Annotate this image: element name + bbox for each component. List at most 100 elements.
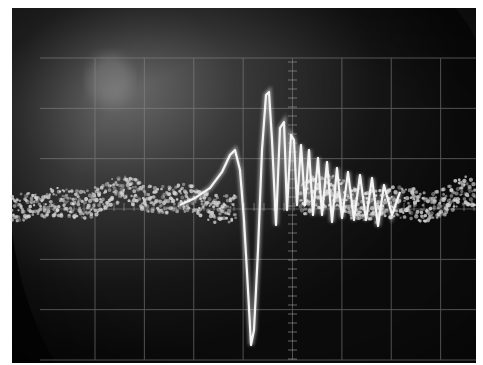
noise-dot — [49, 200, 53, 204]
noise-dot — [157, 208, 161, 212]
noise-dot — [455, 186, 461, 192]
noise-dot — [431, 216, 435, 219]
noise-dot — [170, 206, 174, 210]
noise-dot — [213, 220, 217, 224]
noise-dot — [119, 187, 123, 192]
noise-dot — [58, 190, 62, 193]
noise-dot — [25, 199, 30, 205]
noise-dot — [452, 205, 456, 208]
noise-dot — [458, 180, 463, 185]
noise-dot — [118, 183, 122, 188]
noise-dot — [63, 200, 68, 205]
noise-dot — [417, 194, 421, 199]
noise-dot — [93, 186, 97, 189]
noise-dot — [184, 191, 189, 195]
noise-dot — [12, 213, 15, 216]
noise-dot — [86, 203, 91, 208]
noise-dot — [34, 198, 39, 204]
noise-dot — [75, 214, 79, 218]
noise-dot — [133, 177, 138, 182]
noise-dot — [232, 213, 236, 217]
noise-dot — [192, 208, 196, 212]
noise-dot — [181, 182, 186, 187]
noise-dot — [67, 190, 71, 193]
noise-dot — [459, 193, 462, 197]
noise-dot — [12, 204, 17, 208]
noise-dot — [358, 213, 362, 217]
noise-dot — [63, 194, 68, 199]
noise-dot — [112, 183, 115, 186]
noise-dot — [415, 209, 420, 214]
noise-dot — [101, 203, 105, 206]
noise-dot — [414, 190, 418, 194]
noise-dot — [225, 216, 228, 220]
noise-dot — [161, 184, 165, 189]
noise-dot — [111, 178, 114, 180]
noise-dot — [130, 200, 133, 203]
noise-dot — [141, 184, 145, 189]
noise-dot — [196, 211, 200, 215]
noise-dot — [114, 181, 118, 184]
noise-dot — [140, 205, 144, 209]
noise-dot — [14, 200, 18, 204]
noise-dot — [82, 200, 87, 205]
noise-dot — [299, 208, 305, 213]
noise-dot — [408, 211, 412, 215]
noise-dot — [22, 219, 25, 222]
noise-dot — [33, 200, 36, 203]
noise-dot — [414, 214, 419, 219]
noise-dot — [471, 181, 476, 187]
noise-dot — [234, 213, 238, 217]
noise-dot — [59, 213, 64, 218]
noise-dot — [21, 209, 26, 214]
noise-dot — [55, 208, 60, 212]
noise-dot — [391, 185, 395, 190]
noise-dot — [104, 190, 108, 194]
noise-dot — [210, 210, 214, 215]
noise-dot — [52, 207, 56, 211]
noise-dot — [36, 212, 40, 215]
noise-dot — [129, 181, 134, 186]
noise-dot — [21, 217, 26, 221]
noise-dot — [197, 209, 201, 213]
noise-dot — [228, 199, 232, 203]
noise-dot — [39, 205, 42, 208]
noise-dot — [127, 199, 131, 203]
noise-dot — [48, 203, 54, 208]
noise-dot — [412, 197, 416, 201]
noise-dot — [413, 198, 417, 201]
noise-dot — [462, 178, 467, 183]
noise-dot — [304, 211, 308, 216]
noise-dot — [434, 199, 438, 202]
noise-dot — [395, 212, 399, 216]
noise-dot — [115, 183, 119, 187]
noise-dot — [160, 195, 165, 200]
noise-dot — [32, 204, 36, 207]
noise-dot — [196, 209, 200, 212]
noise-dot — [432, 199, 437, 204]
noise-dot — [419, 210, 424, 215]
noise-dot — [405, 196, 410, 201]
noise-dot — [96, 210, 99, 213]
noise-dot — [200, 200, 204, 203]
noise-dot — [447, 184, 451, 188]
noise-dot — [34, 193, 37, 196]
noise-dot — [202, 196, 207, 200]
noise-dot — [422, 191, 426, 195]
noise-dot — [67, 214, 72, 218]
noise-dot — [62, 203, 66, 207]
noise-dot — [171, 207, 176, 212]
noise-dot — [369, 216, 373, 221]
noise-dot — [233, 195, 238, 199]
noise-dot — [232, 195, 237, 200]
noise-dot — [70, 189, 74, 193]
noise-dot — [46, 195, 51, 200]
noise-dot — [78, 206, 81, 210]
noise-dot — [183, 210, 187, 213]
noise-dot — [407, 201, 410, 205]
noise-dot — [18, 218, 22, 222]
noise-dot — [29, 196, 34, 201]
noise-dot — [189, 184, 194, 189]
noise-dot — [468, 197, 474, 202]
noise-dot — [94, 197, 99, 203]
